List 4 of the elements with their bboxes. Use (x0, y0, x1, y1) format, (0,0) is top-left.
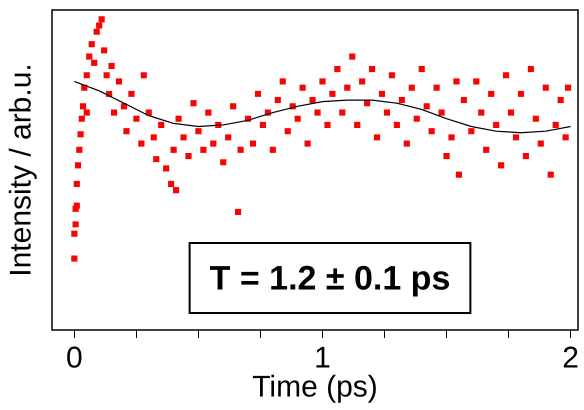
x-tick-label: 2 (562, 341, 579, 374)
annotation: T = 1.2 ± 0.1 ps (210, 259, 450, 298)
y-axis-title: Intensity / arb.u. (4, 63, 38, 277)
x-tick-label: 0 (66, 341, 83, 374)
